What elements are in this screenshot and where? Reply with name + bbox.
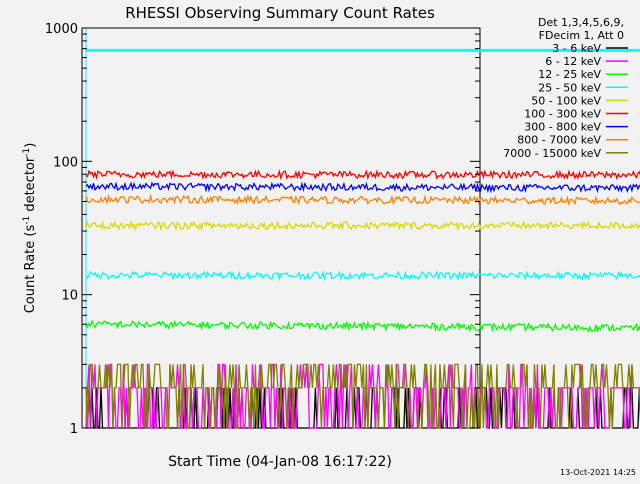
legend-label-8: 7000 - 15000 keV (503, 147, 601, 160)
y-axis-label-sup1: -1 (22, 216, 32, 225)
y-axis-label-mid: detector (23, 156, 38, 216)
x-axis-label: Start Time (04-Jan-08 16:17:22) (168, 454, 392, 470)
chart-title: RHESSI Observing Summary Count Rates (125, 4, 435, 22)
legend-label-7: 800 - 7000 keV (517, 134, 601, 147)
y-tick-label-3: 1000 (45, 22, 78, 37)
footer-timestamp: 13-Oct-2021 14:25 (560, 468, 636, 477)
legend: Det 1,3,4,5,6,9, FDecim 1, Att 0 3 - 6 k… (503, 16, 628, 160)
y-tick-label-2: 100 (53, 155, 78, 170)
event-lines (85, 28, 87, 428)
flags-layer: NS (85, 48, 640, 52)
legend-label-1: 6 - 12 keV (545, 55, 601, 68)
y-tick-label-0: 1 (70, 422, 78, 437)
legend-header-1: Det 1,3,4,5,6,9, (538, 16, 624, 29)
y-axis-label: Count Rate (s-1 detector-1) (22, 143, 38, 314)
legend-label-3: 25 - 50 keV (538, 81, 601, 94)
legend-label-5: 100 - 300 keV (524, 108, 601, 121)
legend-label-0: 3 - 6 keV (552, 42, 601, 55)
y-axis-label-end: ) (23, 143, 38, 148)
legend-header-2: FDecim 1, Att 0 (539, 29, 624, 42)
legend-label-6: 300 - 800 keV (524, 121, 601, 134)
y-tick-label-1: 10 (61, 289, 78, 304)
y-axis-label-main: Count Rate (s (23, 225, 38, 314)
legend-label-2: 12 - 25 keV (538, 68, 601, 81)
y-axis: 1 10 100 1000 (45, 22, 480, 437)
legend-label-4: 50 - 100 keV (531, 94, 601, 107)
y-axis-label-sup2: -1 (22, 148, 32, 157)
